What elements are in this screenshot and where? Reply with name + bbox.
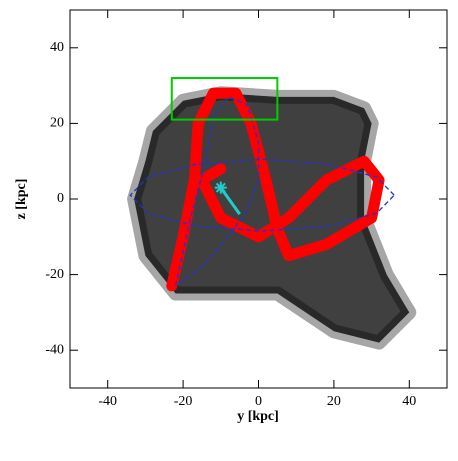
y-tick-label: 40 bbox=[50, 40, 64, 55]
x-tick-label: 20 bbox=[327, 394, 341, 409]
orbit bbox=[129, 158, 395, 232]
star-marker bbox=[214, 181, 227, 194]
y-tick-label: -20 bbox=[45, 267, 64, 282]
x-tick-label: -40 bbox=[98, 394, 117, 409]
y-tick-label: -40 bbox=[45, 342, 64, 357]
y-tick-label: 20 bbox=[50, 116, 64, 131]
selection-box bbox=[170, 77, 279, 121]
x-tick-label: 40 bbox=[402, 394, 416, 409]
x-axis-label: y [kpc] bbox=[237, 409, 279, 424]
y-axis-label: z [kpc] bbox=[14, 179, 29, 220]
stream bbox=[166, 87, 385, 292]
x-tick-label: -20 bbox=[174, 394, 193, 409]
y-tick-label: 0 bbox=[57, 191, 64, 206]
x-tick-label: 0 bbox=[255, 394, 262, 409]
